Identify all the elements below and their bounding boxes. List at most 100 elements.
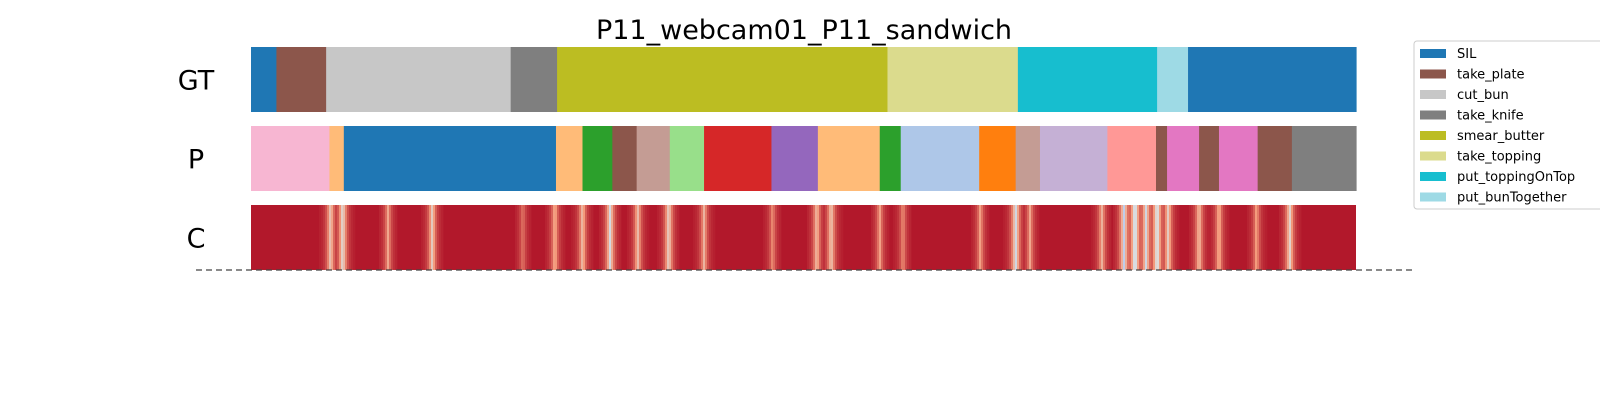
confidence-strip	[807, 205, 810, 270]
confidence-strip	[1129, 205, 1132, 270]
confidence-strip	[1295, 205, 1298, 270]
confidence-strip	[901, 205, 904, 270]
confidence-strip	[1015, 205, 1018, 270]
confidence-strip	[1227, 205, 1230, 270]
confidence-strip	[1113, 205, 1116, 270]
segment-gt-3	[510, 47, 558, 112]
confidence-strip	[777, 205, 780, 270]
confidence-strip	[1027, 205, 1030, 270]
confidence-strip	[553, 205, 556, 270]
confidence-strip	[385, 205, 388, 270]
confidence-strip	[881, 205, 884, 270]
confidence-strip	[663, 205, 666, 270]
confidence-strip	[1293, 205, 1296, 270]
confidence-strip	[577, 205, 580, 270]
confidence-strip	[1225, 205, 1228, 270]
confidence-strip	[975, 205, 978, 270]
confidence-strip	[429, 205, 432, 270]
segment-p-3	[555, 126, 584, 191]
confidence-strip	[395, 205, 398, 270]
confidence-strip	[637, 205, 640, 270]
confidence-strip	[871, 205, 874, 270]
legend-swatch-take_topping	[1420, 151, 1446, 161]
confidence-strip	[589, 205, 592, 270]
confidence-strip	[665, 205, 668, 270]
confidence-strip	[1189, 205, 1192, 270]
confidence-strip	[1283, 205, 1286, 270]
confidence-strip	[341, 205, 344, 270]
legend-label-cut_bun: cut_bun	[1457, 88, 1509, 103]
confidence-strip	[1139, 205, 1142, 270]
confidence-strip	[421, 205, 424, 270]
confidence-strip	[1255, 205, 1258, 270]
segment-gt-4	[557, 47, 889, 112]
confidence-strip	[899, 205, 902, 270]
confidence-strip	[321, 205, 324, 270]
confidence-strip	[1141, 205, 1144, 270]
confidence-strip	[713, 205, 716, 270]
confidence-strip	[873, 205, 876, 270]
segment-gt-5	[887, 47, 1019, 112]
segment-gt-0	[251, 47, 278, 112]
confidence-strip	[333, 205, 336, 270]
confidence-strip	[1279, 205, 1282, 270]
confidence-strip	[813, 205, 816, 270]
confidence-strip	[703, 205, 706, 270]
confidence-strip	[1109, 205, 1112, 270]
legend-swatch-put_toppingOnTop	[1420, 172, 1446, 181]
confidence-strip	[1097, 205, 1100, 270]
legend-swatch-cut_bun	[1420, 90, 1446, 99]
confidence-strip	[345, 205, 348, 270]
confidence-strip	[1135, 205, 1138, 270]
confidence-strip	[779, 205, 782, 270]
legend-label-take_topping: take_topping	[1457, 150, 1541, 165]
confidence-strip	[1163, 205, 1166, 270]
confidence-strip	[1037, 205, 1040, 270]
confidence-strip	[905, 205, 908, 270]
confidence-strip	[833, 205, 836, 270]
segment-p-16	[1107, 126, 1157, 191]
confidence-strip	[343, 205, 346, 270]
confidence-strip	[527, 205, 530, 270]
confidence-strip	[1093, 205, 1096, 270]
confidence-strip	[643, 205, 646, 270]
confidence-strip	[1291, 205, 1294, 270]
confidence-strip	[1261, 205, 1264, 270]
confidence-strip	[1137, 205, 1140, 270]
confidence-strip	[583, 205, 586, 270]
legend-label-smear_butter: smear_butter	[1457, 129, 1545, 144]
segment-gt-1	[276, 47, 327, 112]
confidence-strip	[697, 205, 700, 270]
confidence-strip	[705, 205, 708, 270]
confidence-strip	[1299, 205, 1302, 270]
confidence-strip	[811, 205, 814, 270]
confidence-strip	[435, 205, 438, 270]
segment-p-8	[704, 126, 773, 191]
segment-gt-7	[1157, 47, 1189, 112]
confidence-strip	[425, 205, 428, 270]
confidence-strip	[515, 205, 518, 270]
confidence-strip	[1033, 205, 1036, 270]
legend-frame	[1413, 40, 1600, 210]
confidence-strip	[1289, 205, 1292, 270]
segment-p-7	[669, 126, 705, 191]
confidence-strip	[707, 205, 710, 270]
confidence-strip	[771, 205, 774, 270]
confidence-strip	[1021, 205, 1024, 270]
segment-p-5	[612, 126, 638, 191]
confidence-strip	[1215, 205, 1218, 270]
confidence-strip	[1103, 205, 1106, 270]
confidence-strip	[613, 205, 616, 270]
confidence-strip	[559, 205, 562, 270]
confidence-strip	[519, 205, 522, 270]
confidence-strip	[325, 205, 328, 270]
confidence-strip	[825, 205, 828, 270]
confidence-strip	[875, 205, 878, 270]
confidence-strip	[323, 205, 326, 270]
confidence-strip	[1197, 205, 1200, 270]
confidence-strip	[671, 205, 674, 270]
confidence-strip	[627, 205, 630, 270]
segment-p-1	[329, 126, 345, 191]
confidence-strip	[763, 205, 766, 270]
